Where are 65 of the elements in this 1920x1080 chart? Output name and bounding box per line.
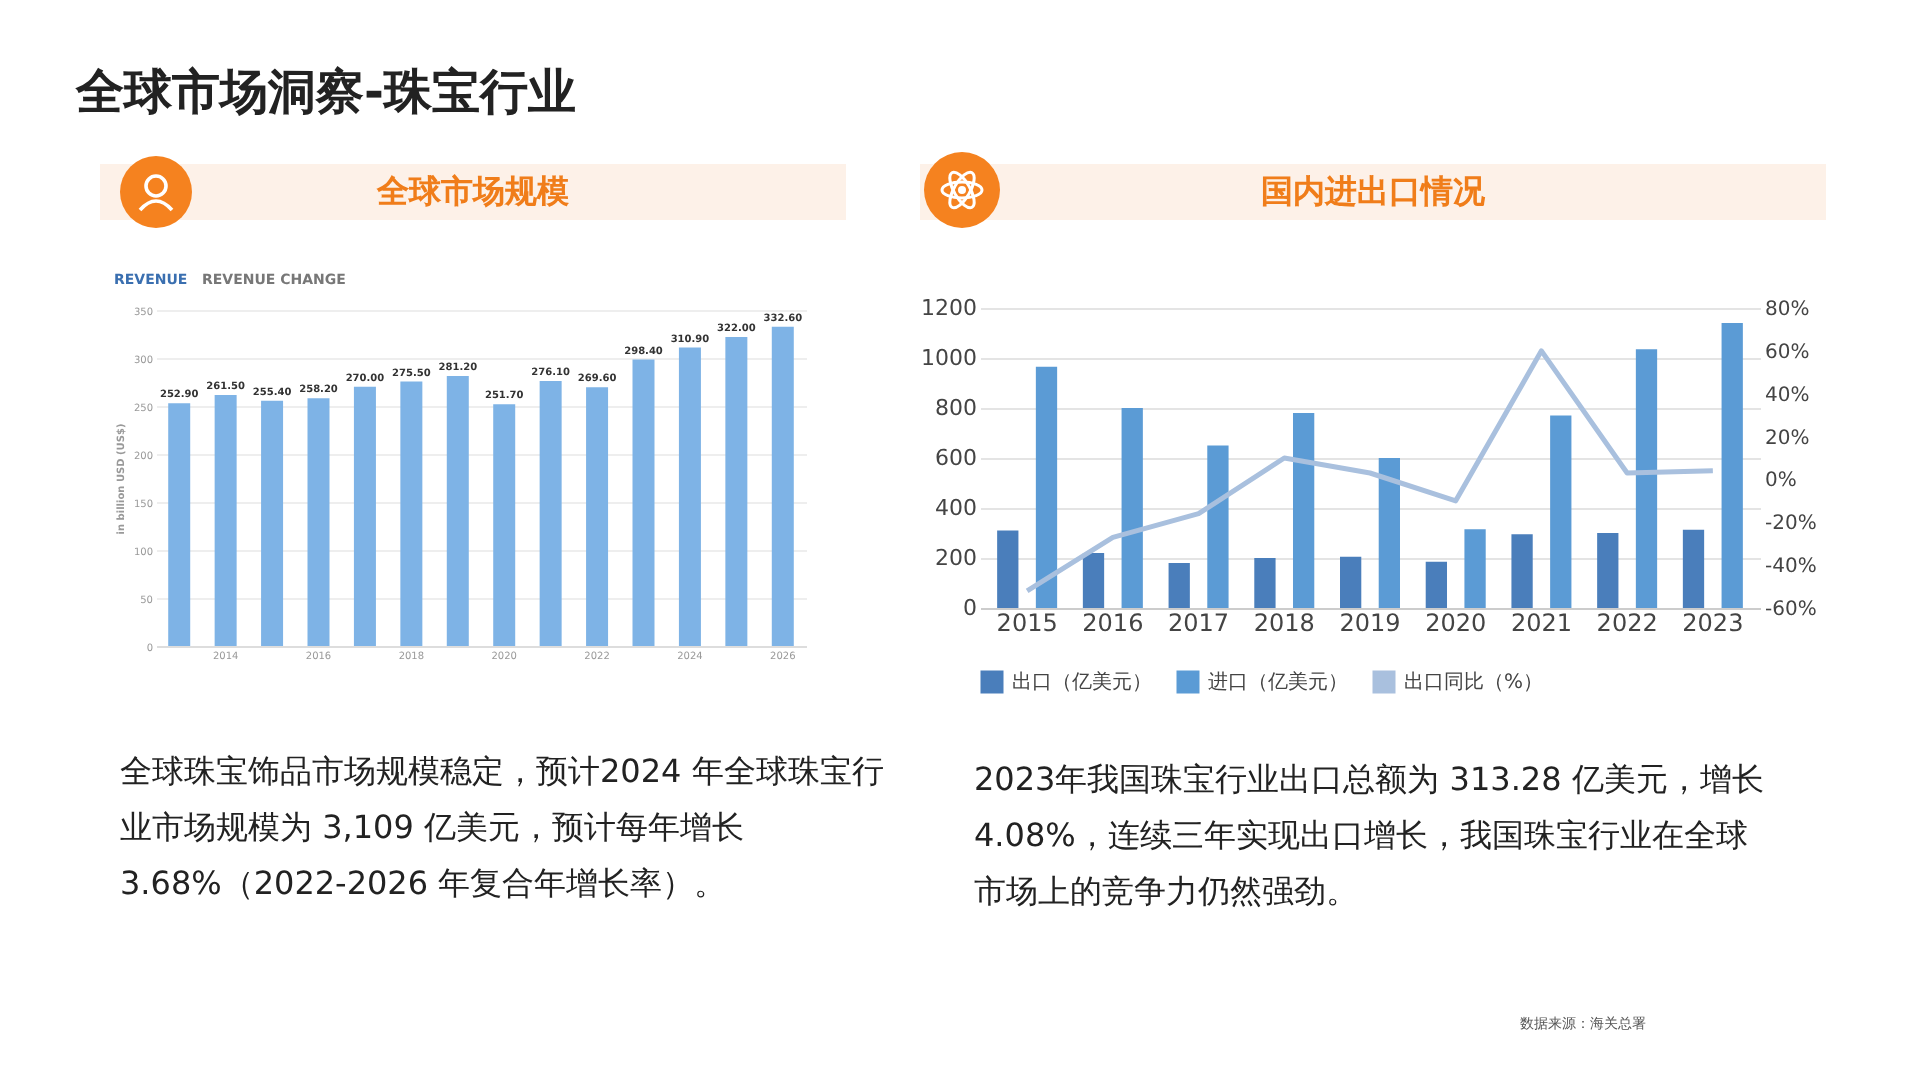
bar [1254, 558, 1276, 608]
x-tick-label: 2016 [1082, 609, 1144, 637]
bar [214, 394, 237, 646]
x-tick-label: 2022 [1596, 609, 1658, 637]
y-tick-label: 1000 [921, 345, 977, 371]
y-tick-label: 200 [935, 545, 977, 571]
y2-tick-label: 0% [1765, 470, 1797, 493]
line-series [1024, 348, 1716, 594]
y2-tick-label: 80% [1765, 299, 1810, 321]
x-tick-label: 2018 [1253, 609, 1315, 637]
text: 全球珠宝饰品市场规模稳定，预计2024 年全球珠宝行业市场规模为 3,109 亿美元，预计每年增长 3.68%（2022-2026 年复合年增长率）。 [120, 750, 886, 906]
text: 全球市场洞察-珠宝行业 [76, 62, 576, 124]
bar [586, 387, 609, 646]
bar [1207, 445, 1229, 608]
y2-tick-label: -40% [1765, 556, 1817, 579]
x-tick-label: 2019 [1339, 609, 1401, 637]
bar [678, 347, 701, 646]
y-tick-label: 1200 [921, 295, 977, 321]
bar [1464, 529, 1486, 608]
bar [771, 326, 794, 646]
bar [1378, 458, 1400, 608]
x-tick-label: 2023 [1682, 609, 1744, 637]
bar [1511, 534, 1533, 608]
bar [1293, 413, 1315, 608]
bar [997, 530, 1019, 608]
bar [493, 404, 516, 646]
bar [539, 380, 562, 646]
bar [168, 403, 191, 646]
y2-tick-label: 20% [1765, 427, 1810, 450]
bar [1082, 553, 1105, 608]
y2-tick-label: 40% [1765, 384, 1810, 407]
bar [1121, 408, 1143, 608]
y-tick-label: 800 [935, 395, 977, 421]
y-tick-label: 600 [935, 445, 977, 471]
bar [1340, 556, 1362, 608]
bar [446, 376, 469, 646]
x-tick-label: 2015 [996, 609, 1058, 637]
legend-label: 出口同比（%） [1404, 670, 1544, 694]
chart-title: 全球市场规模 [100, 164, 846, 220]
bar [261, 400, 284, 646]
bar [1550, 415, 1572, 608]
bar [632, 359, 655, 646]
bar [1425, 561, 1447, 608]
bar [1682, 529, 1705, 608]
x-tick-label: 2017 [1168, 609, 1230, 637]
bar [400, 381, 423, 646]
bar [1721, 323, 1743, 608]
legend-label: 进口（亿美元） [1208, 670, 1348, 694]
y2-tick-label: -20% [1765, 513, 1817, 536]
y-tick-label: 400 [935, 495, 977, 521]
y-tick-label: 0 [963, 595, 977, 621]
x-tick-label: 2021 [1510, 609, 1572, 637]
bar [353, 386, 376, 646]
x-tick-label: 2020 [1425, 609, 1487, 637]
bar [1168, 563, 1190, 608]
bar [307, 398, 330, 646]
bar [1597, 533, 1619, 608]
text: 2023年我国珠宝行业出口总额为 313.28 亿美元，增长 4.08%，连续三年实现出口增长，我国珠宝行业在全球市场上的竞争力仍然强劲。 [974, 758, 1766, 914]
y2-tick-label: -60% [1765, 599, 1817, 621]
y2-tick-label: 60% [1765, 341, 1810, 364]
bar [1635, 349, 1658, 608]
bar [1035, 366, 1058, 608]
legend-label: 出口（亿美元） [1012, 670, 1152, 694]
bar [725, 336, 748, 646]
chart-title: 国内进出口情况 [920, 164, 1826, 220]
